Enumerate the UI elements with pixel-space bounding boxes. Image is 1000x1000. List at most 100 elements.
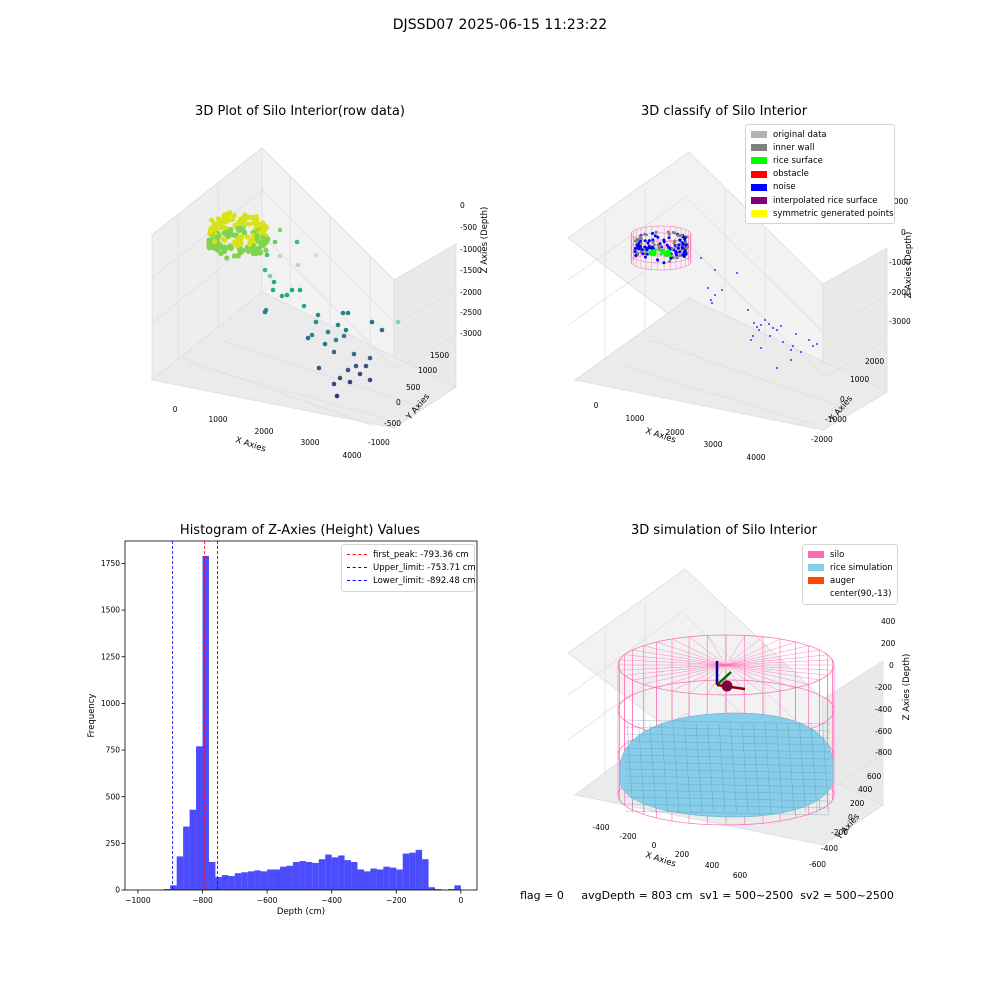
- rice-mesh-line: [624, 747, 831, 753]
- legend-swatch: [808, 551, 824, 559]
- classified-point: [634, 253, 638, 257]
- raw-xtick: 0: [173, 405, 178, 414]
- histogram-bar: [318, 859, 326, 890]
- classified-point: [675, 244, 679, 248]
- classified-point: [651, 252, 655, 256]
- sim-xtick: 400: [705, 861, 720, 870]
- legend-swatch: [751, 131, 767, 139]
- legend-entry: obstacle: [751, 168, 889, 181]
- y-tick-label: 1750: [101, 559, 120, 568]
- histogram-bar: [325, 854, 332, 890]
- histogram-bar: [402, 853, 410, 890]
- raw-point: [263, 247, 269, 253]
- histogram-bar: [228, 876, 235, 890]
- raw-point: [242, 215, 248, 222]
- silo-roof-spoke: [725, 649, 820, 666]
- raw-ztick: -1500: [460, 266, 482, 275]
- raw-point: [262, 267, 268, 273]
- raw-point-cloud: [206, 210, 401, 399]
- raw-xtick: 3000: [300, 438, 319, 447]
- classified-point: [659, 252, 663, 256]
- sim-xtick: 200: [675, 850, 690, 859]
- classified-point: [678, 254, 682, 258]
- legend-swatch: [751, 144, 767, 152]
- simulation-3d-plot: -400 -200 0 200 400 600 X Axies -600 -40…: [567, 568, 912, 880]
- auger-y-axis: [716, 671, 732, 686]
- raw-point: [357, 371, 363, 377]
- raw-point: [235, 242, 241, 248]
- cls-xtick: 3000: [703, 440, 722, 449]
- raw-point: [353, 363, 359, 369]
- classified-point: [648, 251, 652, 255]
- histogram-bar: [370, 868, 377, 890]
- histogram-bar: [422, 859, 429, 890]
- classified-point: [667, 236, 671, 240]
- legend-entry: center(90,-13): [808, 588, 892, 601]
- histogram-bar: [454, 885, 461, 890]
- noise-point: [812, 345, 814, 347]
- histogram-bar: [241, 872, 248, 890]
- classified-point: [667, 245, 671, 249]
- legend-swatch: [808, 577, 824, 585]
- raw-point: [259, 223, 265, 229]
- raw-point: [316, 365, 322, 371]
- legend-swatch: [751, 170, 767, 178]
- histogram-bar: [280, 866, 287, 890]
- noise-point: [772, 327, 774, 329]
- legend-swatch: [347, 554, 367, 556]
- classified-point: [678, 238, 682, 242]
- rice-mesh-line: [776, 722, 783, 814]
- histogram-bar: [415, 849, 423, 890]
- noise-point: [780, 325, 782, 327]
- classify-x-ticks: 0 1000 2000 3000 4000: [594, 401, 766, 462]
- silo-roof-spoke: [725, 645, 809, 666]
- rice-mesh-line: [624, 803, 831, 809]
- histogram-bar: [409, 852, 416, 890]
- legend-swatch: [808, 591, 824, 598]
- raw-point: [251, 218, 257, 224]
- y-tick-label: 0: [115, 886, 120, 895]
- raw-point: [260, 234, 266, 241]
- raw-ytick: 1000: [418, 366, 437, 375]
- noise-point: [760, 324, 762, 326]
- raw-point: [325, 329, 331, 335]
- classified-point: [683, 236, 687, 240]
- sim-xtick: -200: [619, 832, 636, 841]
- raw-point: [260, 243, 266, 249]
- rice-mesh-line: [624, 761, 831, 767]
- histogram-title: Histogram of Z-Axies (Height) Values: [179, 523, 421, 538]
- histogram-bar: [396, 869, 403, 890]
- cls-z-label: Z Axies (Depth): [904, 232, 914, 299]
- rice-mesh-line: [661, 722, 668, 814]
- y-tick-label: 500: [106, 792, 121, 801]
- raw-ztick: -2000: [460, 288, 482, 297]
- legend-entry: symmetric generated points: [751, 207, 894, 220]
- y-tick-label: 1000: [101, 699, 120, 708]
- legend-entry: interpolated rice surface: [751, 194, 889, 207]
- legend-label: obstacle: [773, 169, 809, 180]
- histogram-bar: [267, 869, 274, 890]
- noise-point: [800, 351, 802, 353]
- raw-point: [351, 351, 357, 357]
- x-tick-label: 0: [458, 896, 463, 905]
- classified-point: [658, 244, 662, 248]
- silo-wire-ring: [630, 239, 692, 257]
- raw-ztick: -500: [460, 223, 477, 232]
- silo-roof-spoke: [656, 641, 727, 666]
- sim-ytick: 400: [858, 785, 873, 794]
- silo-roof-spoke: [619, 659, 727, 666]
- legend-label: noise: [773, 182, 796, 193]
- raw-point: [343, 327, 349, 333]
- classified-point: [651, 231, 655, 235]
- sim-ytick: 600: [867, 772, 882, 781]
- classified-point: [676, 233, 680, 237]
- histogram-bar: [428, 887, 436, 890]
- simulation-plot-title: 3D simulation of Silo Interior: [631, 523, 817, 538]
- classified-point: [650, 247, 654, 251]
- rice-mesh-line: [624, 754, 831, 760]
- raw-point: [347, 379, 353, 385]
- raw-point: [257, 230, 264, 236]
- histogram-bar: [351, 862, 358, 890]
- avg-depth-value: avgDepth = 803 cm: [581, 889, 693, 902]
- raw-point: [277, 227, 283, 233]
